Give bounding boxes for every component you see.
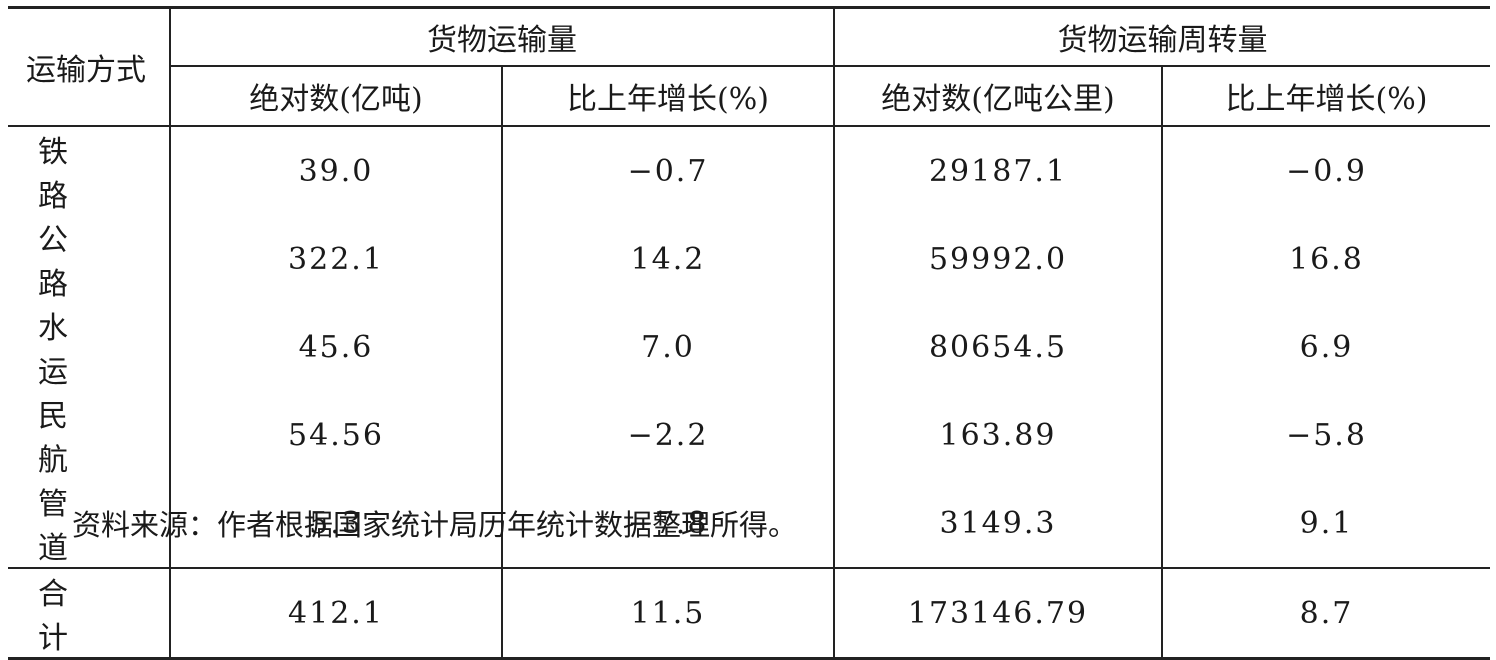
table-cell: 3149.3 [833,479,1162,568]
table-cell: 39.0 [169,125,502,215]
freight-turnover-header: 货物运输周转量 [833,6,1490,66]
table-row: 铁路 39.0 −0.7 29187.1 −0.9 [8,125,1490,215]
table-cell: 8.7 [1161,567,1490,660]
freight-statistics-table: 运输方式 货物运输量 货物运输周转量 绝对数(亿吨) 比上年增长(%) 绝对数(… [8,6,1490,660]
source-note: 资料来源：作者根据国家统计局历年统计数据整理所得。 [72,508,798,542]
table-cell: −0.7 [501,125,834,215]
table-cell: −2.2 [501,391,834,479]
table-cell: 322.1 [169,215,502,303]
table-cell: 11.5 [501,567,834,660]
mode-cell: 铁路 [8,125,170,215]
table-cell: 6.9 [1161,303,1490,391]
table-cell: 7.0 [501,303,834,391]
table-cell: 16.8 [1161,215,1490,303]
table-row: 民航 54.56 −2.2 163.89 −5.8 [8,391,1490,479]
freight-volume-header: 货物运输量 [169,6,834,66]
mode-cell: 民航 [38,399,104,478]
table-cell: 173146.79 [833,567,1162,660]
table-cell: 59992.0 [833,215,1162,303]
table-cell: 80654.5 [833,303,1162,391]
total-row: 合计 412.1 11.5 173146.79 8.7 [8,567,1490,660]
table-row: 公路 322.1 14.2 59992.0 16.8 [8,215,1490,303]
turnover-absolute-header: 绝对数(亿吨公里) [833,65,1162,126]
volume-growth-header: 比上年增长(%) [501,65,834,126]
table-cell: 9.1 [1161,479,1490,568]
table-cell: 163.89 [833,391,1162,479]
volume-absolute-header: 绝对数(亿吨) [169,65,502,126]
turnover-growth-header: 比上年增长(%) [1161,65,1490,126]
mode-cell: 水运 [38,311,104,390]
table-cell: 54.56 [169,391,502,479]
table-cell: 29187.1 [833,125,1162,215]
mode-cell: 公路 [38,223,104,302]
total-label: 合计 [8,567,170,660]
table-cell: 45.6 [169,303,502,391]
transport-mode-header: 运输方式 [8,6,170,126]
table-cell: 412.1 [169,567,502,660]
table-cell: 14.2 [501,215,834,303]
table-cell: −5.8 [1161,391,1490,479]
table-cell: −0.9 [1161,125,1490,215]
table-row: 水运 45.6 7.0 80654.5 6.9 [8,303,1490,391]
